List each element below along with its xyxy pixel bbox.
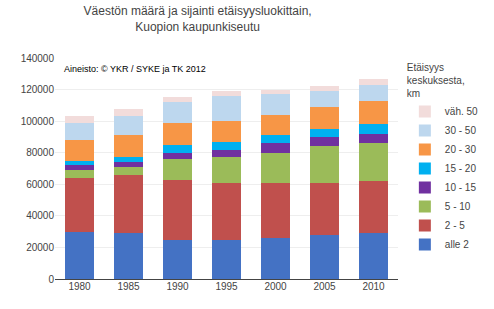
svg-text:10 - 15: 10 - 15	[445, 182, 477, 193]
svg-text:0: 0	[48, 274, 54, 285]
svg-text:15 - 20: 15 - 20	[445, 163, 477, 174]
svg-text:140000: 140000	[21, 53, 55, 64]
svg-text:40000: 40000	[26, 210, 54, 221]
svg-text:1980: 1980	[68, 281, 91, 292]
svg-text:Aineisto: © YKR / SYKE ja TK 2: Aineisto: © YKR / SYKE ja TK 2012	[64, 64, 206, 74]
svg-text:5 - 10: 5 - 10	[445, 201, 471, 212]
svg-text:1990: 1990	[166, 281, 189, 292]
svg-text:alle 2: alle 2	[445, 239, 469, 250]
svg-text:Etäisyyskeskuksesta,km: Etäisyyskeskuksesta,km	[407, 62, 465, 99]
svg-text:80000: 80000	[26, 147, 54, 158]
svg-text:2010: 2010	[362, 281, 385, 292]
svg-text:20000: 20000	[26, 242, 54, 253]
svg-text:2 - 5: 2 - 5	[445, 220, 465, 231]
svg-text:1995: 1995	[215, 281, 238, 292]
svg-text:2000: 2000	[264, 281, 287, 292]
svg-text:Väestön määrä ja sijainti etäi: Väestön määrä ja sijainti etäisyysluokit…	[84, 4, 312, 34]
svg-text:100000: 100000	[21, 116, 55, 127]
svg-text:120000: 120000	[21, 84, 55, 95]
svg-text:1985: 1985	[117, 281, 140, 292]
svg-text:60000: 60000	[26, 179, 54, 190]
svg-text:30 - 50: 30 - 50	[445, 125, 477, 136]
svg-text:väh. 50: väh. 50	[445, 106, 478, 117]
svg-text:20 - 30: 20 - 30	[445, 144, 477, 155]
svg-text:2005: 2005	[313, 281, 336, 292]
